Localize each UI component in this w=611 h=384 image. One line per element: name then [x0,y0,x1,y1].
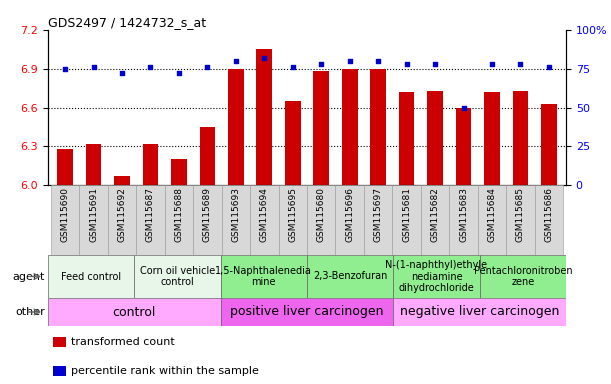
Bar [165,185,193,255]
Bar [507,185,535,255]
Bar [171,159,187,185]
Bar [86,144,101,185]
Text: GSM115691: GSM115691 [89,187,98,242]
Point [345,58,354,64]
Bar [392,185,421,255]
Bar [541,104,557,185]
Text: GSM115686: GSM115686 [544,187,554,242]
Text: control: control [112,306,156,318]
Point [487,61,497,67]
Bar [513,91,529,185]
Text: transformed count: transformed count [71,337,175,347]
Point [288,64,298,70]
Point [145,64,155,70]
Text: 2,3-Benzofuran: 2,3-Benzofuran [313,271,387,281]
Bar [250,185,279,255]
Text: Corn oil vehicle
control: Corn oil vehicle control [140,266,215,287]
Bar [257,50,272,185]
Bar [51,185,79,255]
Text: GSM115695: GSM115695 [288,187,298,242]
Bar [342,69,357,185]
Text: Pentachloronitroben
zene: Pentachloronitroben zene [474,266,572,287]
Point [373,58,383,64]
Bar [285,101,301,185]
Text: GSM115693: GSM115693 [232,187,240,242]
Point [231,58,241,64]
Bar [399,92,414,185]
Text: GSM115685: GSM115685 [516,187,525,242]
Text: Feed control: Feed control [61,271,121,281]
Point [117,70,127,76]
Point [60,66,70,72]
Text: N-(1-naphthyl)ethyle
nediamine
dihydrochloride: N-(1-naphthyl)ethyle nediamine dihydroch… [386,260,488,293]
Bar [393,298,566,326]
Bar [335,185,364,255]
Text: GSM115696: GSM115696 [345,187,354,242]
Text: negative liver carcinogen: negative liver carcinogen [400,306,559,318]
Bar [108,185,136,255]
Bar [480,255,566,298]
Bar [136,185,165,255]
Text: agent: agent [13,271,45,281]
Text: GSM115682: GSM115682 [431,187,439,242]
Bar [200,127,215,185]
Bar [79,185,108,255]
Point [89,64,98,70]
Bar [221,255,307,298]
Text: GSM115684: GSM115684 [488,187,497,242]
Bar [53,337,66,348]
Point [202,64,212,70]
Point [459,104,469,111]
Text: GSM115680: GSM115680 [316,187,326,242]
Text: GSM115687: GSM115687 [146,187,155,242]
Bar [449,185,478,255]
Text: GSM115688: GSM115688 [174,187,183,242]
Text: other: other [15,307,45,317]
Bar [456,108,471,185]
Text: GSM115683: GSM115683 [459,187,468,242]
Bar [393,255,480,298]
Text: positive liver carcinogen: positive liver carcinogen [230,306,384,318]
Bar [364,185,392,255]
Bar [48,298,221,326]
Point [430,61,440,67]
Bar [279,185,307,255]
Bar [193,185,222,255]
Point [174,70,184,76]
Bar [478,185,507,255]
Bar [427,91,443,185]
Point [260,55,269,61]
Bar [134,255,221,298]
Point [316,61,326,67]
Text: GSM115697: GSM115697 [374,187,382,242]
Bar [222,185,250,255]
Bar [307,255,393,298]
Bar [48,255,134,298]
Text: GSM115692: GSM115692 [117,187,126,242]
Bar [114,176,130,185]
Text: GSM115690: GSM115690 [60,187,70,242]
Text: GDS2497 / 1424732_s_at: GDS2497 / 1424732_s_at [48,16,206,29]
Bar [421,185,449,255]
Point [401,61,411,67]
Bar [535,185,563,255]
Point [516,61,525,67]
Bar [57,149,73,185]
Bar [142,144,158,185]
Text: GSM115694: GSM115694 [260,187,269,242]
Bar [228,69,244,185]
Bar [221,298,393,326]
Text: GSM115689: GSM115689 [203,187,212,242]
Bar [484,92,500,185]
Point [544,64,554,70]
Text: 1,5-Naphthalenedia
mine: 1,5-Naphthalenedia mine [216,266,312,287]
Bar [370,69,386,185]
Text: GSM115681: GSM115681 [402,187,411,242]
Bar [53,366,66,376]
Text: percentile rank within the sample: percentile rank within the sample [71,366,259,376]
Bar [313,71,329,185]
Bar [307,185,335,255]
